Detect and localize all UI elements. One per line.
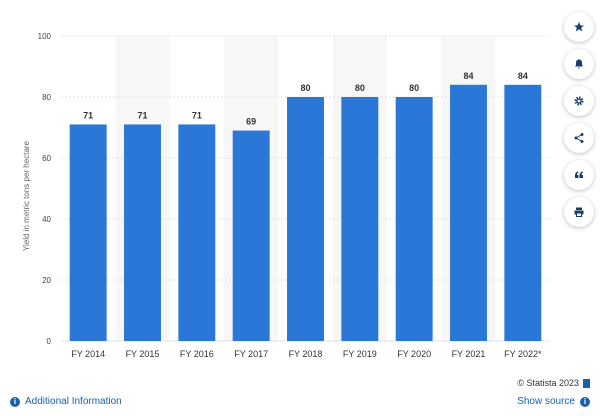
quote-icon xyxy=(575,171,583,178)
data-label: 80 xyxy=(300,83,310,93)
x-tick-label: FY 2015 xyxy=(126,349,160,359)
bell-icon xyxy=(575,59,583,69)
x-tick-label: FY 2019 xyxy=(343,349,377,359)
flag-icon xyxy=(583,378,590,388)
statista-credit[interactable]: © Statista 2023 xyxy=(517,378,590,388)
data-label: 69 xyxy=(246,117,256,127)
bar[interactable] xyxy=(341,97,379,341)
chart-bars xyxy=(69,84,542,342)
bar[interactable] xyxy=(69,124,107,341)
cite-button[interactable] xyxy=(564,160,594,190)
x-tick-label: FY 2014 xyxy=(71,349,105,359)
data-label: 84 xyxy=(518,71,528,81)
y-tick-label: 100 xyxy=(38,32,52,41)
y-tick-label: 80 xyxy=(42,93,51,102)
gear-icon xyxy=(574,96,584,106)
y-tick-label: 20 xyxy=(42,276,51,285)
x-axis-labels: FY 2014 FY 2015 FY 2016 FY 2017 FY 2018 FY 20… xyxy=(71,349,542,359)
data-label: 71 xyxy=(83,110,93,120)
show-source-label: Show source xyxy=(517,396,575,407)
bar[interactable] xyxy=(395,97,433,341)
data-label: 80 xyxy=(409,83,419,93)
show-source-link[interactable]: Show source i xyxy=(517,396,590,407)
notification-button[interactable] xyxy=(564,49,594,79)
bar[interactable] xyxy=(450,84,487,342)
x-tick-label: FY 2018 xyxy=(289,349,323,359)
print-button[interactable] xyxy=(564,197,594,227)
x-tick-label: FY 2022* xyxy=(504,349,542,359)
share-button[interactable] xyxy=(564,123,594,153)
y-axis-title: Yield in metric tons per hectare xyxy=(22,140,31,251)
bar[interactable] xyxy=(287,97,324,341)
credit-text: © Statista 2023 xyxy=(517,378,579,388)
print-icon xyxy=(574,207,584,217)
x-tick-label: FY 2016 xyxy=(180,349,214,359)
x-tick-label: FY 2020 xyxy=(397,349,431,359)
favorite-button[interactable] xyxy=(564,12,594,42)
share-icon xyxy=(574,133,584,143)
y-tick-label: 40 xyxy=(42,215,51,224)
bar[interactable] xyxy=(178,124,216,341)
info-icon: i xyxy=(10,396,20,407)
chart-toolbar xyxy=(564,12,594,227)
source-info-icon: i xyxy=(580,396,590,407)
settings-button[interactable] xyxy=(564,86,594,116)
data-label: 84 xyxy=(463,71,473,81)
data-label: 71 xyxy=(192,110,202,120)
data-label: 80 xyxy=(355,83,365,93)
y-axis-ticks: 0 20 40 60 80 100 xyxy=(38,32,52,346)
bar[interactable] xyxy=(504,84,542,342)
y-tick-label: 60 xyxy=(42,154,51,163)
data-label: 71 xyxy=(137,110,147,120)
additional-information-label: Additional Information xyxy=(25,396,122,407)
x-tick-label: FY 2021 xyxy=(452,349,486,359)
bar[interactable] xyxy=(124,124,161,341)
x-tick-label: FY 2017 xyxy=(234,349,268,359)
additional-information-link[interactable]: i Additional Information xyxy=(10,396,122,407)
star-icon xyxy=(574,22,584,32)
bar[interactable] xyxy=(232,130,270,341)
chart-data-labels: 71 71 71 69 80 80 80 84 84 xyxy=(83,71,528,127)
y-tick-label: 0 xyxy=(47,337,52,346)
